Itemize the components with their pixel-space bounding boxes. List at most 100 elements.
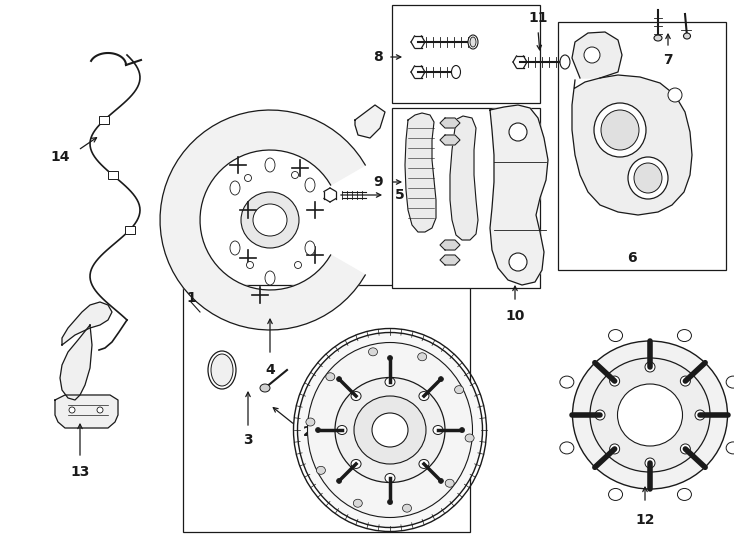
Text: 4: 4 <box>265 363 275 377</box>
Ellipse shape <box>590 358 710 472</box>
Ellipse shape <box>388 500 393 504</box>
Ellipse shape <box>470 37 476 47</box>
Ellipse shape <box>584 47 600 63</box>
Ellipse shape <box>402 504 412 512</box>
Ellipse shape <box>253 204 287 236</box>
Ellipse shape <box>418 353 426 361</box>
Polygon shape <box>572 32 622 78</box>
Polygon shape <box>490 105 548 285</box>
Text: 13: 13 <box>70 465 90 479</box>
Ellipse shape <box>610 376 619 386</box>
Ellipse shape <box>680 376 691 386</box>
Ellipse shape <box>608 329 622 341</box>
Text: 12: 12 <box>635 513 655 527</box>
Ellipse shape <box>372 413 408 447</box>
Ellipse shape <box>454 386 464 394</box>
Bar <box>183 285 470 532</box>
Ellipse shape <box>385 474 395 483</box>
Ellipse shape <box>683 33 691 39</box>
Bar <box>392 108 540 288</box>
Text: 6: 6 <box>627 251 637 265</box>
Ellipse shape <box>634 163 662 193</box>
Ellipse shape <box>308 342 473 517</box>
Text: 14: 14 <box>50 150 70 164</box>
Ellipse shape <box>438 376 443 382</box>
Ellipse shape <box>260 384 270 392</box>
Ellipse shape <box>230 181 240 195</box>
Polygon shape <box>440 255 460 265</box>
Ellipse shape <box>610 444 619 454</box>
Ellipse shape <box>677 329 691 341</box>
Ellipse shape <box>337 426 347 435</box>
Polygon shape <box>355 105 385 138</box>
Polygon shape <box>55 395 118 428</box>
Polygon shape <box>450 116 478 240</box>
Polygon shape <box>440 135 460 145</box>
Ellipse shape <box>97 407 103 413</box>
Ellipse shape <box>306 418 315 426</box>
Ellipse shape <box>468 35 478 49</box>
Bar <box>558 22 726 270</box>
Text: 9: 9 <box>373 175 383 189</box>
Text: 10: 10 <box>505 309 525 323</box>
Ellipse shape <box>265 271 275 285</box>
Ellipse shape <box>608 489 622 501</box>
Ellipse shape <box>433 426 443 435</box>
Ellipse shape <box>388 355 393 361</box>
Polygon shape <box>160 110 366 330</box>
Ellipse shape <box>351 460 361 468</box>
Ellipse shape <box>677 489 691 501</box>
Ellipse shape <box>680 444 691 454</box>
Bar <box>108 171 117 179</box>
Ellipse shape <box>451 65 460 78</box>
Ellipse shape <box>230 241 240 255</box>
Ellipse shape <box>247 261 253 268</box>
Polygon shape <box>572 75 692 215</box>
Polygon shape <box>405 113 436 232</box>
Bar <box>392 5 540 103</box>
Ellipse shape <box>419 460 429 468</box>
Ellipse shape <box>385 377 395 387</box>
Ellipse shape <box>645 362 655 372</box>
Ellipse shape <box>509 253 527 271</box>
Ellipse shape <box>595 410 605 420</box>
Ellipse shape <box>628 157 668 199</box>
Text: 11: 11 <box>528 11 548 25</box>
Ellipse shape <box>368 348 377 356</box>
Ellipse shape <box>244 174 252 181</box>
Ellipse shape <box>446 479 454 487</box>
Ellipse shape <box>208 351 236 389</box>
Ellipse shape <box>726 442 734 454</box>
Ellipse shape <box>419 392 429 401</box>
Ellipse shape <box>560 55 570 69</box>
Text: 5: 5 <box>395 188 405 202</box>
Polygon shape <box>440 240 460 250</box>
Bar <box>99 116 109 124</box>
Ellipse shape <box>211 354 233 386</box>
Ellipse shape <box>291 172 299 179</box>
Ellipse shape <box>305 241 315 255</box>
Ellipse shape <box>459 428 465 433</box>
Polygon shape <box>62 302 112 345</box>
Ellipse shape <box>726 376 734 388</box>
Ellipse shape <box>465 434 474 442</box>
Ellipse shape <box>337 478 341 483</box>
Ellipse shape <box>305 178 315 192</box>
Ellipse shape <box>294 261 302 268</box>
Ellipse shape <box>560 376 574 388</box>
Bar <box>125 226 134 234</box>
Ellipse shape <box>297 333 482 528</box>
Ellipse shape <box>438 478 443 483</box>
Ellipse shape <box>509 123 527 141</box>
Ellipse shape <box>573 341 727 489</box>
Ellipse shape <box>351 392 361 401</box>
Ellipse shape <box>316 428 321 433</box>
Ellipse shape <box>335 377 445 483</box>
Ellipse shape <box>326 373 335 381</box>
Text: 7: 7 <box>664 53 673 67</box>
Ellipse shape <box>695 410 705 420</box>
Ellipse shape <box>560 442 574 454</box>
Ellipse shape <box>645 458 655 468</box>
Polygon shape <box>440 118 460 128</box>
Ellipse shape <box>265 158 275 172</box>
